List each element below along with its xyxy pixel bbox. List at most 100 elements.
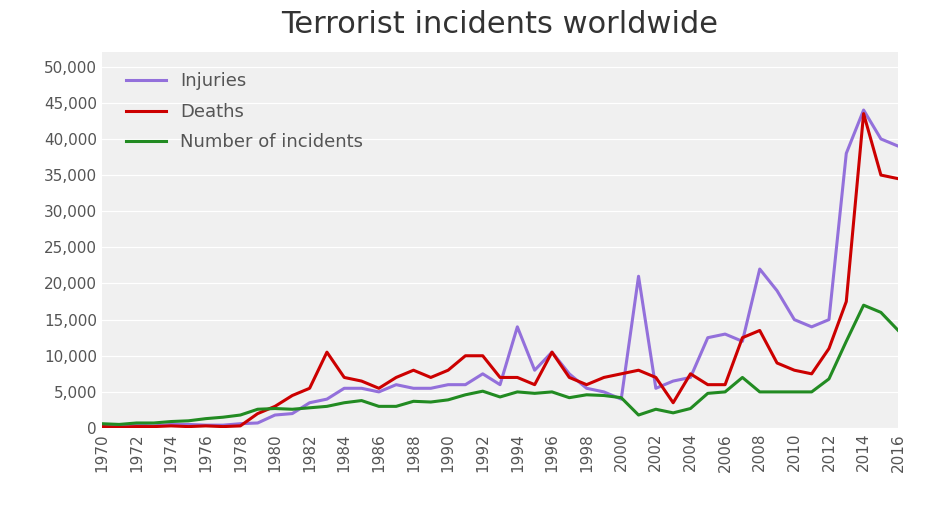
Deaths — [529, 382, 540, 388]
Injuries — [252, 420, 263, 426]
Number of incidents — [737, 374, 748, 381]
Number of incidents — [148, 420, 159, 426]
Number of incidents — [218, 414, 229, 420]
Injuries — [287, 410, 298, 417]
Number of incidents — [460, 392, 471, 398]
Number of incidents — [356, 397, 367, 404]
Number of incidents — [546, 389, 557, 395]
Number of incidents — [96, 421, 107, 427]
Number of incidents — [685, 406, 696, 412]
Deaths — [616, 371, 627, 377]
Injuries — [269, 412, 281, 418]
Number of incidents — [425, 399, 436, 405]
Injuries — [391, 382, 402, 388]
Number of incidents — [807, 389, 818, 395]
Deaths — [823, 346, 834, 352]
Number of incidents — [581, 392, 592, 398]
Number of incidents — [131, 420, 142, 426]
Deaths — [494, 374, 506, 381]
Deaths — [807, 371, 818, 377]
Injuries — [114, 423, 125, 430]
Legend: Injuries, Deaths, Number of incidents: Injuries, Deaths, Number of incidents — [119, 65, 370, 159]
Injuries — [182, 421, 194, 428]
Injuries — [477, 371, 488, 377]
Deaths — [356, 378, 367, 384]
Injuries — [529, 367, 540, 373]
Injuries — [616, 396, 627, 402]
Injuries — [494, 382, 506, 388]
Number of incidents — [754, 389, 765, 395]
Injuries — [512, 324, 523, 330]
Injuries — [858, 107, 870, 113]
Deaths — [235, 423, 246, 429]
Deaths — [633, 367, 644, 373]
Number of incidents — [668, 410, 679, 416]
Injuries — [771, 288, 782, 294]
Deaths — [858, 111, 870, 117]
Number of incidents — [443, 397, 454, 403]
Injuries — [166, 421, 177, 428]
Deaths — [702, 382, 713, 388]
Deaths — [148, 423, 159, 430]
Number of incidents — [823, 376, 834, 382]
Number of incidents — [650, 406, 661, 412]
Injuries — [96, 423, 107, 430]
Injuries — [373, 389, 384, 395]
Deaths — [391, 374, 402, 381]
Deaths — [650, 374, 661, 381]
Injuries — [425, 385, 436, 392]
Injuries — [875, 136, 886, 142]
Deaths — [408, 367, 419, 373]
Injuries — [685, 374, 696, 381]
Deaths — [893, 175, 904, 182]
Deaths — [754, 327, 765, 334]
Number of incidents — [373, 403, 384, 409]
Injuries — [546, 349, 557, 355]
Deaths — [114, 424, 125, 431]
Number of incidents — [408, 398, 419, 405]
Line: Deaths: Deaths — [102, 114, 898, 428]
Deaths — [425, 374, 436, 381]
Injuries — [598, 389, 609, 395]
Injuries — [564, 371, 575, 377]
Number of incidents — [893, 327, 904, 334]
Injuries — [148, 423, 159, 429]
Number of incidents — [529, 390, 540, 397]
Injuries — [443, 382, 454, 388]
Deaths — [564, 374, 575, 381]
Deaths — [443, 367, 454, 373]
Deaths — [96, 423, 107, 430]
Injuries — [807, 324, 818, 330]
Deaths — [875, 172, 886, 178]
Deaths — [841, 299, 852, 305]
Injuries — [633, 273, 644, 279]
Number of incidents — [269, 406, 281, 412]
Deaths — [598, 374, 609, 381]
Injuries — [841, 150, 852, 157]
Number of incidents — [875, 309, 886, 315]
Deaths — [477, 353, 488, 359]
Injuries — [754, 266, 765, 272]
Injuries — [460, 382, 471, 388]
Deaths — [166, 423, 177, 429]
Injuries — [356, 385, 367, 392]
Number of incidents — [235, 412, 246, 418]
Number of incidents — [633, 412, 644, 418]
Number of incidents — [616, 395, 627, 401]
Deaths — [182, 423, 194, 430]
Injuries — [893, 143, 904, 149]
Deaths — [512, 374, 523, 381]
Line: Injuries: Injuries — [102, 110, 898, 426]
Number of incidents — [512, 389, 523, 395]
Injuries — [321, 396, 332, 402]
Deaths — [685, 371, 696, 377]
Deaths — [200, 423, 211, 429]
Deaths — [737, 335, 748, 341]
Deaths — [269, 403, 281, 409]
Injuries — [737, 338, 748, 345]
Deaths — [789, 367, 800, 373]
Number of incidents — [287, 406, 298, 412]
Deaths — [304, 385, 315, 392]
Deaths — [339, 374, 350, 381]
Line: Number of incidents: Number of incidents — [102, 305, 898, 424]
